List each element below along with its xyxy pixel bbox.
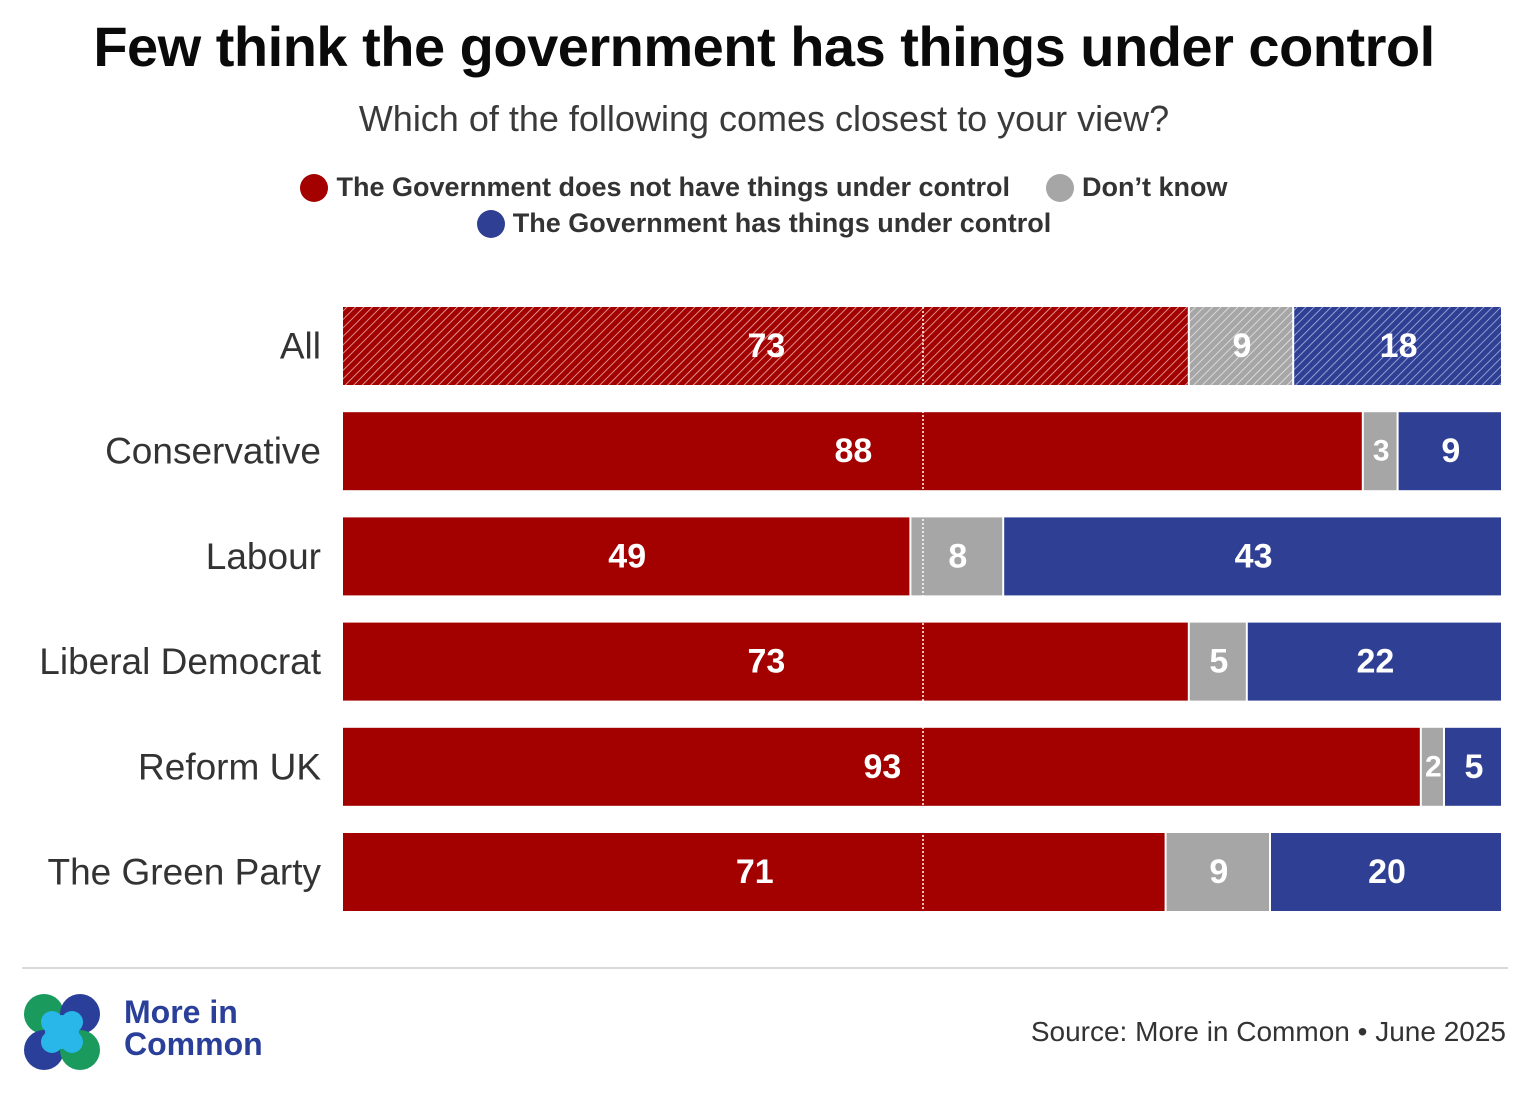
logo-wordmark: More in Common (124, 996, 263, 1060)
data-label-conservative-series-1: 3 (1373, 435, 1390, 468)
category-label-the-green-party: The Green Party (47, 852, 321, 893)
bar-labour-series-0 (343, 517, 910, 596)
legend-dot-has-control (476, 209, 505, 238)
data-label-conservative-series-2: 9 (1441, 432, 1460, 470)
data-label-the-green-party-series-0: 71 (736, 853, 774, 891)
data-label-all-series-1: 9 (1233, 327, 1252, 365)
legend-item-not-control: The Government does not have things unde… (300, 172, 1010, 203)
bar-labour-series-2 (1004, 517, 1501, 596)
category-label-reform-uk: Reform UK (138, 746, 321, 787)
bar-chart: All 73 9 18 Conservative 88 3 9 Labour 49 8 43 Liber… (39, 307, 1501, 911)
bar-the-green-party-series-1 (1166, 833, 1269, 911)
category-label-conservative: Conservative (105, 431, 321, 472)
legend-dot-not-control (300, 173, 329, 202)
legend-item-has-control: The Government has things under control (476, 208, 1052, 239)
bar-labour-series-1 (911, 517, 1003, 596)
bar-liberal-democrat-series-2 (1247, 622, 1501, 701)
logo-text-line2: Common (124, 1026, 263, 1062)
legend-label-dont-know: Don’t know (1082, 172, 1228, 202)
data-label-all-series-0: 73 (747, 327, 785, 365)
legend-row-2: The Government has things under control (0, 208, 1528, 239)
footer-divider (22, 967, 1508, 969)
bar-liberal-democrat-series-1 (1189, 622, 1246, 701)
category-label-all: All (280, 326, 321, 367)
data-label-the-green-party-series-1: 9 (1209, 853, 1228, 891)
bar-all-series-1 (1189, 307, 1293, 385)
category-label-labour: Labour (206, 536, 321, 577)
legend-dot-dont-know (1046, 173, 1075, 202)
bar-the-green-party-series-0 (343, 833, 1165, 911)
legend-item-dont-know: Don’t know (1046, 172, 1228, 203)
data-label-labour-series-2: 43 (1235, 537, 1273, 575)
bar-all-series-0 (343, 307, 1188, 385)
data-label-labour-series-1: 8 (948, 537, 967, 575)
data-label-the-green-party-series-2: 20 (1368, 853, 1406, 891)
data-label-reform-uk-series-0: 93 (863, 748, 901, 786)
source-note: Source: More in Common • June 2025 (1030, 1016, 1506, 1047)
data-label-reform-uk-series-1: 2 (1425, 750, 1442, 783)
legend-label-not-control: The Government does not have things unde… (336, 172, 1011, 202)
chart-title: Few think the government has things unde… (93, 15, 1435, 78)
bar-conservative-series-1 (1363, 412, 1397, 491)
chart-subtitle: Which of the following comes closest to … (358, 98, 1170, 139)
bar-the-green-party-series-2 (1271, 833, 1501, 911)
legend-row-1: The Government does not have things unde… (0, 172, 1528, 203)
data-label-reform-uk-series-2: 5 (1465, 748, 1484, 786)
bar-reform-uk-series-2 (1445, 727, 1501, 806)
bar-conservative-series-2 (1398, 412, 1501, 491)
data-label-liberal-democrat-series-0: 73 (747, 643, 785, 681)
bar-all-series-2 (1294, 307, 1501, 385)
logo-text-line1: More in (124, 994, 238, 1030)
data-label-liberal-democrat-series-2: 22 (1356, 643, 1394, 681)
more-in-common-logo-icon (24, 994, 100, 1070)
bar-liberal-democrat-series-0 (343, 622, 1188, 701)
legend-label-has-control: The Government has things under control (512, 208, 1052, 238)
bar-reform-uk-series-1 (1421, 727, 1443, 806)
bar-reform-uk-series-0 (343, 727, 1420, 806)
bar-conservative-series-0 (343, 412, 1362, 491)
category-label-liberal-democrat: Liberal Democrat (39, 641, 321, 682)
data-label-liberal-democrat-series-1: 5 (1209, 643, 1228, 681)
data-label-conservative-series-0: 88 (834, 432, 872, 470)
data-label-all-series-2: 18 (1380, 327, 1418, 365)
data-label-labour-series-0: 49 (608, 537, 646, 575)
